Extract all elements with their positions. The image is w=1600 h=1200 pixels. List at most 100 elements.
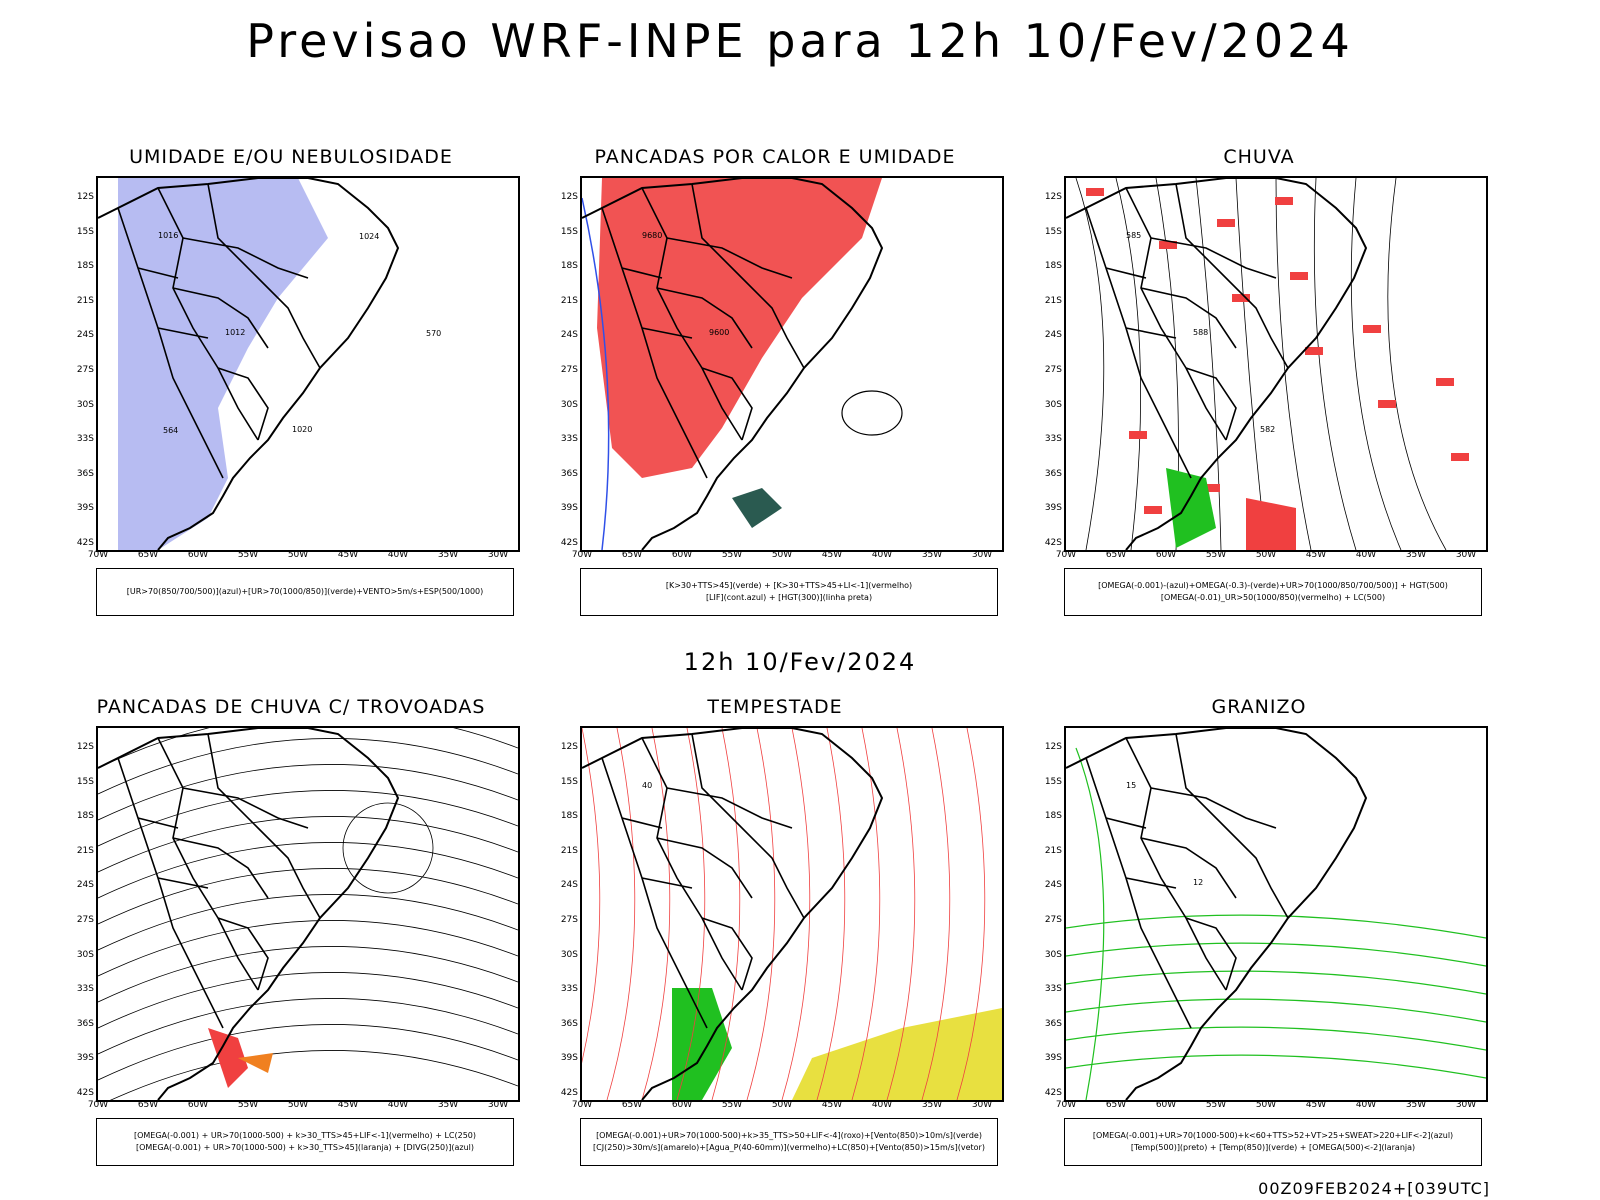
lon-tick-label: 30W	[971, 550, 993, 560]
lat-tick-label: 21S	[560, 845, 578, 856]
instability-green-area	[732, 488, 782, 528]
coastline	[1066, 728, 1368, 1100]
streamline	[98, 738, 518, 795]
lat-tick-label: 30S	[1044, 399, 1062, 410]
country-border	[691, 733, 805, 919]
lat-tick-label: 27S	[560, 365, 578, 375]
country-border	[601, 757, 708, 1029]
contour-label: 582	[1260, 425, 1275, 434]
lc850-contour	[676, 728, 706, 1100]
rain-patch	[1363, 325, 1381, 333]
country-border	[1085, 757, 1192, 1029]
lat-tick-label: 18S	[560, 261, 578, 272]
panel-pancadas-calor: PANCADAS POR CALOR E UMIDADE 9680 9600 [K…	[540, 146, 1010, 626]
lat-tick-label: 21S	[1044, 295, 1062, 306]
lc850-contour	[606, 728, 636, 1100]
lat-tick-label: 33S	[560, 434, 578, 445]
storm-red-patch	[208, 1028, 248, 1088]
country-border	[117, 757, 224, 1029]
lon-tick-label: 55W	[237, 550, 259, 560]
lat-tick-label: 39S	[1044, 503, 1062, 514]
country-border	[666, 237, 793, 279]
lon-tick-label: 45W	[821, 550, 843, 560]
lat-tick-label: 39S	[560, 503, 578, 514]
lon-tick-label: 45W	[337, 550, 359, 560]
contour-label: 9600	[709, 328, 729, 337]
hgt500-contour	[1115, 178, 1141, 550]
lat-tick-label: 39S	[76, 1053, 94, 1064]
lat-tick-label: 12S	[1044, 742, 1062, 752]
lat-tick-label: 36S	[1044, 468, 1062, 479]
contour-label: 564	[163, 426, 178, 435]
run-footer: 00Z09FEB2024+[039UTC]	[1258, 1179, 1490, 1198]
lat-tick-label: 12S	[76, 192, 94, 202]
country-border	[656, 287, 753, 349]
lat-tick-label: 15S	[76, 776, 94, 787]
country-border	[137, 817, 179, 829]
country-border	[172, 287, 269, 349]
contour-label: 1016	[158, 231, 178, 240]
lat-tick-label: 21S	[76, 845, 94, 856]
country-border	[641, 327, 693, 339]
streamline	[98, 998, 518, 1055]
lon-tick-label: 70W	[1055, 550, 1077, 560]
panel-tempestade: TEMPESTADE 40 [OMEGA(-0.001)+UR>70(1000-…	[540, 696, 1010, 1176]
map: 40	[580, 726, 1004, 1102]
temp850-contour	[1066, 914, 1486, 939]
lon-tick-label: 65W	[137, 550, 159, 560]
lat-tick-label: 12S	[1044, 192, 1062, 202]
lc850-contour	[816, 728, 846, 1100]
panel-chuva: CHUVA 585 588 582 [OMEGA(-0.001)-(azul)+OM…	[1024, 146, 1494, 626]
lat-tick-label: 18S	[1044, 811, 1062, 822]
panel-title: GRANIZO	[1211, 696, 1307, 718]
legend-line: [CJ(250)>30m/s](amarelo)+[Agua_P(40-60mm…	[593, 1143, 985, 1152]
panel-title: UMIDADE E/OU NEBULOSIDADE	[129, 146, 453, 168]
country-border	[1175, 733, 1289, 919]
lon-tick-label: 40W	[871, 550, 893, 560]
lon-tick-label: 35W	[437, 550, 459, 560]
lon-tick-label: 65W	[621, 550, 643, 560]
country-border	[1105, 817, 1147, 829]
lon-tick-label: 55W	[1205, 1100, 1227, 1110]
lc850-contour	[582, 728, 601, 1064]
lat-tick-label: 24S	[1044, 330, 1062, 341]
panel-title: TEMPESTADE	[707, 696, 843, 718]
lc850-contour	[851, 728, 881, 1100]
lc850-contour	[921, 728, 951, 1100]
lat-tick-label: 30S	[560, 399, 578, 410]
lon-tick-label: 40W	[1355, 550, 1377, 560]
country-border	[207, 183, 321, 369]
lat-tick-label: 36S	[76, 1018, 94, 1029]
streamline	[110, 1050, 518, 1100]
streamline	[98, 868, 518, 925]
contour-label: 1024	[359, 232, 379, 241]
lat-tick-label: 42S	[76, 538, 94, 548]
lon-tick-label: 55W	[721, 1100, 743, 1110]
rain-patch	[1217, 219, 1235, 227]
map: 9680 9600	[580, 176, 1004, 552]
panel-trovoadas: PANCADAS DE CHUVA C/ TROVOADAS [OMEGA(-0…	[56, 696, 526, 1176]
rain-patch	[1232, 294, 1250, 302]
lat-tick-label: 33S	[1044, 434, 1062, 445]
lat-tick-label: 21S	[560, 295, 578, 306]
country-border	[641, 877, 693, 889]
lon-tick-label: 70W	[87, 550, 109, 560]
country-border	[1185, 367, 1237, 441]
lon-tick-label: 45W	[821, 1100, 843, 1110]
map-svg: 9680 9600	[582, 178, 903, 550]
lon-tick-label: 45W	[1305, 1100, 1327, 1110]
lon-tick-label: 30W	[971, 1100, 993, 1110]
contour-label: 1012	[225, 328, 245, 337]
streamline	[98, 790, 518, 847]
contour-label: 9680	[642, 231, 662, 240]
coastline	[98, 728, 400, 1100]
lon-tick-label: 30W	[487, 1100, 509, 1110]
streamline	[98, 920, 518, 977]
lat-tick-label: 39S	[1044, 1053, 1062, 1064]
lat-tick-label: 33S	[1044, 984, 1062, 995]
lon-tick-label: 70W	[571, 1100, 593, 1110]
lat-tick-label: 24S	[1044, 880, 1062, 891]
lat-tick-label: 36S	[1044, 1018, 1062, 1029]
contour-label: 1020	[292, 425, 312, 434]
